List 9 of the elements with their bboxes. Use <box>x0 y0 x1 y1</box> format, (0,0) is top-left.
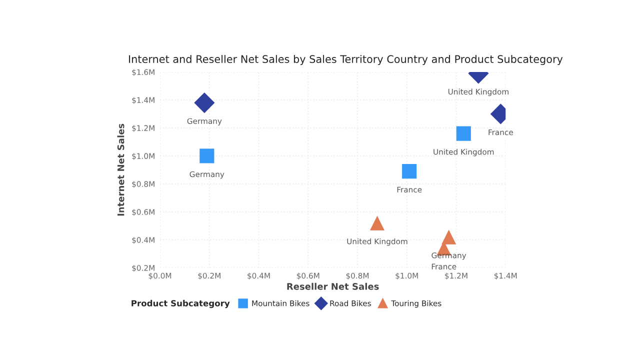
x-axis-title: Reseller Net Sales <box>287 282 379 290</box>
point <box>442 230 456 244</box>
point <box>200 148 214 164</box>
point <box>370 216 385 230</box>
point <box>402 164 417 179</box>
chart-title: Internet and Reseller Net Sales by Sales Territory Country and Product Subcategory <box>129 54 563 66</box>
legend-title: Product Subcategory <box>132 300 230 308</box>
y-axis-title: Internet Net Sales <box>117 124 124 216</box>
point <box>456 126 471 141</box>
